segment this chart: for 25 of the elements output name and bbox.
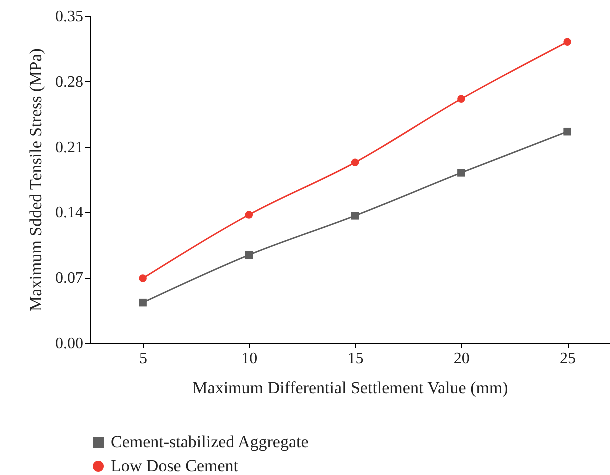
y-tick-label: 0.07 (56, 270, 84, 288)
x-tick-label: 10 (242, 350, 258, 368)
x-axis-title: Maximum Differential Settlement Value (mm) (192, 378, 508, 398)
point (139, 274, 147, 282)
y-tick-label: 0.21 (56, 139, 84, 156)
point (564, 38, 572, 46)
point (139, 298, 147, 307)
y-axis-title: Maximum Sdded Tensile Stress (MPa) (26, 48, 46, 312)
y-tick-label: 0.35 (56, 8, 84, 26)
x-tick-label: 5 (140, 350, 148, 368)
point (458, 95, 466, 104)
legend-label: Cement-stabilized Aggregate (111, 432, 309, 452)
x-tick-label: 25 (560, 350, 576, 368)
point (245, 211, 254, 219)
legend-label: Low Dose Cement (111, 456, 239, 475)
point (458, 169, 466, 177)
y-tick-label: 0.00 (56, 336, 84, 352)
point (351, 158, 360, 167)
y-tick-label: 0.28 (56, 74, 84, 91)
x-tick-label: 20 (454, 350, 470, 368)
point (245, 251, 254, 260)
y-tick-label: 0.14 (56, 204, 84, 222)
x-tick-label: 15 (348, 350, 364, 368)
point (351, 212, 360, 220)
point (564, 128, 572, 136)
